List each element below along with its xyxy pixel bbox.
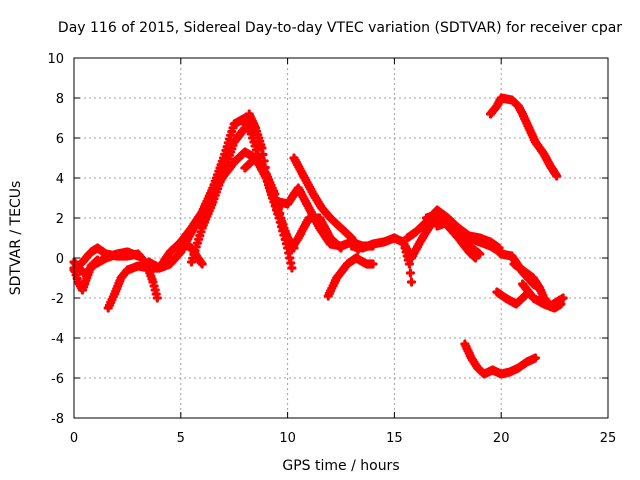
data-points bbox=[176, 237, 207, 269]
axis-ticks: 0 5 10 15 20 25 -8 -6 -4 -2 0 2 4 6 8 10 bbox=[47, 52, 616, 446]
x-tick-label: 15 bbox=[386, 431, 403, 446]
data-points bbox=[240, 153, 346, 253]
y-tick-label: 8 bbox=[56, 92, 64, 107]
data-points bbox=[421, 209, 485, 259]
data-points bbox=[323, 253, 378, 301]
data-points bbox=[460, 339, 540, 379]
x-tick-label: 20 bbox=[493, 431, 510, 446]
x-axis-label: GPS time / hours bbox=[282, 458, 399, 474]
y-tick-label: 4 bbox=[56, 172, 64, 187]
y-tick-label: -6 bbox=[51, 372, 64, 387]
x-tick-label: 25 bbox=[600, 431, 617, 446]
series-arc-i bbox=[289, 153, 363, 255]
data-points bbox=[289, 153, 363, 255]
data-points bbox=[485, 93, 562, 181]
data-points bbox=[492, 287, 532, 309]
data-points bbox=[400, 243, 417, 287]
series-arc-j bbox=[323, 253, 378, 301]
series-arc-p bbox=[492, 287, 532, 309]
x-tick-label: 10 bbox=[279, 431, 296, 446]
grid-lines bbox=[74, 58, 608, 418]
series-arc-l bbox=[400, 243, 417, 287]
data-points bbox=[518, 279, 566, 313]
x-tick-label: 5 bbox=[177, 431, 185, 446]
x-tick-label: 0 bbox=[70, 431, 78, 446]
chart-title: Day 116 of 2015, Sidereal Day-to-day VTE… bbox=[58, 20, 622, 36]
y-tick-label: 0 bbox=[56, 252, 64, 267]
y-tick-label: -4 bbox=[51, 332, 64, 347]
y-tick-label: -8 bbox=[51, 412, 64, 427]
series-arc-t bbox=[460, 339, 540, 379]
y-tick-label: 6 bbox=[56, 132, 64, 147]
y-tick-label: 2 bbox=[56, 212, 64, 227]
series-arc-s bbox=[485, 93, 562, 181]
y-tick-label: -2 bbox=[51, 292, 64, 307]
plot-frame bbox=[73, 57, 609, 419]
series-arc-r bbox=[518, 279, 566, 313]
y-axis-label: SDTVAR / TECUs bbox=[8, 181, 24, 296]
series-arc-g bbox=[176, 237, 207, 269]
data-points bbox=[186, 109, 378, 267]
series-arc-f bbox=[186, 109, 378, 267]
y-tick-label: 10 bbox=[47, 52, 64, 67]
series-arc-h bbox=[240, 153, 346, 253]
series-arc-o bbox=[421, 209, 485, 259]
data-series bbox=[69, 93, 568, 379]
